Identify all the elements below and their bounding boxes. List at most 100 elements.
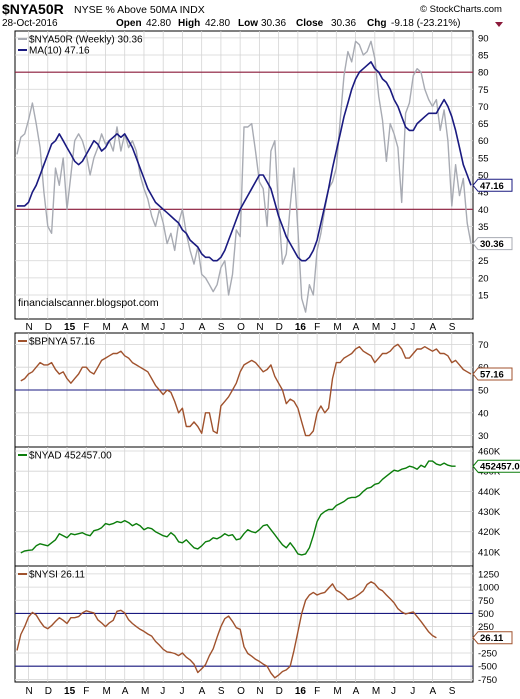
ohlc-summary: Open 42.80 High 42.80 Low 30.36 Close 30… [116, 18, 460, 29]
x-tick-label: J [160, 686, 165, 697]
x-tick-label: D [276, 322, 283, 333]
x-tick-label: M [141, 686, 149, 697]
panel-bpnya: 304050607057.16$BPNYA 57.16 [14, 332, 513, 448]
legend-entry: MA(10) 47.16 [29, 46, 90, 57]
x-tick-label: M [372, 686, 380, 697]
chg-value: -9.18 (-23.21%) [391, 18, 460, 29]
last-value-label: 57.16 [480, 370, 504, 381]
close-value: 30.36 [331, 18, 356, 29]
panel-frame [14, 565, 474, 683]
last-value-tag [472, 459, 520, 473]
x-tick-label: J [391, 322, 396, 333]
x-tick-label: D [45, 686, 52, 697]
y-tick-label: 430K [478, 507, 501, 518]
bpnya-line [20, 343, 472, 437]
x-tick-label: A [430, 322, 437, 333]
dropdown-arrow-icon[interactable] [495, 22, 503, 27]
x-tick-label: 16 [295, 686, 307, 697]
legend-entry: $NYAD 452457.00 [29, 451, 112, 462]
y-tick-label: 35 [478, 222, 489, 233]
y-tick-label: 40 [478, 408, 489, 419]
y-tick-label: 460K [478, 447, 501, 458]
open-label: Open [116, 18, 142, 29]
y-tick-label: 440K [478, 487, 501, 498]
panel-nya50r: 1520253035404550556065707580859030.3647.… [14, 30, 513, 320]
y-tick-label: 20 [478, 273, 489, 284]
y-tick-label: -500 [478, 662, 497, 673]
x-tick-label: A [122, 686, 129, 697]
x-tick-label: A [199, 322, 206, 333]
chg-label: Chg [367, 18, 386, 29]
x-tick-label: O [237, 686, 245, 697]
panel-legend: $NYAD 452457.00 [18, 451, 112, 462]
x-tick-label: N [256, 686, 263, 697]
last-value-tag [472, 367, 513, 381]
y-tick-label: 60 [478, 136, 489, 147]
ma10-line [17, 61, 472, 262]
y-tick-label: -250 [478, 649, 497, 660]
panel-nysi: -750-500-25002505007501000125026.11$NYSI… [14, 565, 513, 686]
x-tick-label: F [314, 686, 320, 697]
panel-frame [14, 446, 474, 567]
y-tick-label: 85 [478, 51, 489, 62]
x-tick-label: J [160, 322, 165, 333]
y-tick-label: 250 [478, 622, 494, 633]
chart-symbol: $NYA50R [2, 1, 64, 17]
x-tick-label: O [237, 322, 245, 333]
x-tick-label: F [83, 322, 89, 333]
high-label: High [178, 18, 200, 29]
y-tick-label: 1000 [478, 583, 499, 594]
y-tick-label: 15 [478, 291, 489, 302]
last-value-tag [472, 631, 513, 645]
x-tick-label: 15 [64, 686, 76, 697]
panel-nyad: 410K420K430K440K450K460K452457.00$NYAD 4… [14, 446, 520, 567]
y-tick-label: -750 [478, 675, 497, 686]
x-tick-label: J [391, 686, 396, 697]
x-tick-label: S [449, 686, 456, 697]
x-tick-label: N [26, 686, 33, 697]
x-tick-label: J [410, 686, 415, 697]
x-tick-label: S [449, 322, 456, 333]
y-tick-label: 50 [478, 171, 489, 182]
y-tick-label: 500 [478, 609, 494, 620]
y-tick-label: 90 [478, 33, 489, 44]
x-tick-label: A [353, 686, 360, 697]
low-value: 30.36 [261, 18, 286, 29]
x-tick-label: 15 [64, 322, 76, 333]
last-value-tag [472, 237, 513, 251]
y-tick-label: 420K [478, 527, 501, 538]
x-axis-mid: N D 15 F M A M J J A S O N D 16 F M A M J J A S [26, 322, 456, 333]
x-tick-label: J [179, 686, 184, 697]
x-tick-label: S [218, 322, 225, 333]
x-tick-label: M [141, 322, 149, 333]
nysi-line [16, 581, 437, 679]
x-tick-label: F [314, 322, 320, 333]
high-value: 42.80 [205, 18, 230, 29]
y-tick-label: 70 [478, 340, 489, 351]
x-tick-label: A [122, 322, 129, 333]
chart-description: NYSE % Above 50MA INDX [74, 4, 205, 16]
y-tick-label: 30 [478, 431, 489, 442]
legend-entry: $NYSI 26.11 [29, 570, 85, 581]
last-value-label: 30.36 [480, 239, 504, 250]
panel-legend: $NYSI 26.11 [18, 570, 85, 581]
panel-legend: $BPNYA 57.16 [18, 337, 95, 348]
x-tick-label: F [83, 686, 89, 697]
legend-entry: $BPNYA 57.16 [29, 337, 95, 348]
nyad-line [20, 460, 456, 556]
x-tick-label: N [26, 322, 33, 333]
chart-date: 28-Oct-2016 [2, 18, 58, 29]
nya50r-line [16, 40, 472, 313]
x-tick-label: A [430, 686, 437, 697]
y-tick-label: 40 [478, 205, 489, 216]
x-tick-label: A [199, 686, 206, 697]
y-tick-label: 750 [478, 596, 494, 607]
last-value-label: 452457.00 [480, 462, 520, 473]
legend-entry: $NYA50R (Weekly) 30.36 [29, 35, 143, 46]
close-label: Close [296, 18, 324, 29]
x-tick-label: M [333, 322, 341, 333]
watermark: financialscanner.blogspot.com [18, 297, 159, 309]
open-value: 42.80 [146, 18, 171, 29]
